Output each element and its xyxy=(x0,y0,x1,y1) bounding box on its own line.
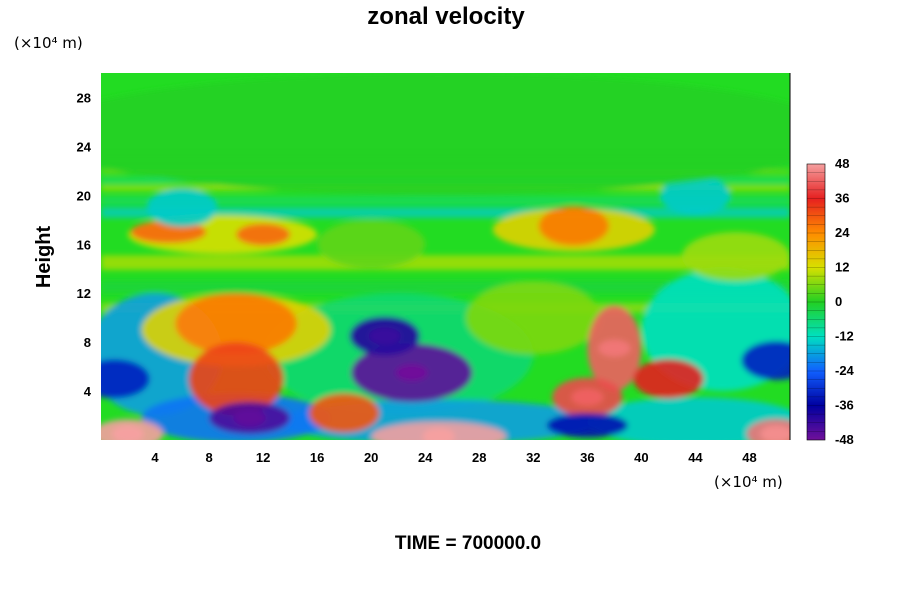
plot-area xyxy=(101,73,790,440)
velocity-field xyxy=(101,73,790,440)
field-layer xyxy=(101,206,790,218)
velocity-blob xyxy=(465,280,601,355)
x-tick-label: 44 xyxy=(688,450,703,465)
velocity-blob xyxy=(101,359,150,399)
velocity-blob xyxy=(538,206,609,246)
y-tick-labels: 4 8 12 16 20 24 28 xyxy=(77,90,92,399)
velocity-core xyxy=(368,327,401,345)
colorbar-tick-label: 0 xyxy=(835,294,842,309)
y-tick-label: 8 xyxy=(84,335,91,350)
velocity-blob xyxy=(587,397,790,440)
velocity-core xyxy=(395,364,428,382)
y-tick-label: 12 xyxy=(77,286,91,301)
x-tick-label: 48 xyxy=(742,450,756,465)
colorbar-tick-label: 12 xyxy=(835,260,849,275)
x-tick-label: 20 xyxy=(364,450,378,465)
colorbar-tick-label: 24 xyxy=(835,225,850,240)
velocity-blob xyxy=(188,342,284,416)
x-tick-label: 8 xyxy=(205,450,212,465)
field-layer xyxy=(101,280,790,294)
x-tick-label: 24 xyxy=(418,450,433,465)
colorbar-tick-label: -12 xyxy=(835,329,854,344)
velocity-core xyxy=(111,425,145,440)
velocity-core xyxy=(598,339,631,357)
x-tick-labels: 4 8 12 16 20 24 28 32 36 40 44 48 xyxy=(151,450,756,465)
field-layer xyxy=(101,255,790,270)
colorbar-bands xyxy=(807,172,825,432)
velocity-core xyxy=(760,425,790,440)
time-label: TIME = 700000.0 xyxy=(395,533,541,554)
velocity-core xyxy=(233,409,266,427)
velocity-blob xyxy=(236,223,291,246)
velocity-blob xyxy=(660,175,731,215)
velocity-blob xyxy=(175,293,297,355)
x-tick-label: 40 xyxy=(634,450,648,465)
field-layer xyxy=(101,197,790,204)
y-axis-label: Height xyxy=(33,226,55,289)
velocity-blob xyxy=(309,393,380,433)
y-tick-label: 24 xyxy=(77,139,92,154)
x-tick-label: 32 xyxy=(526,450,540,465)
colorbar-tick-label: -36 xyxy=(835,398,854,413)
velocity-blob xyxy=(146,187,218,228)
colorbar-tick-labels: 48 36 24 12 0 -12 -24 -36 -48 xyxy=(835,156,855,447)
y-axis-unit: (×10⁴ m) xyxy=(14,34,83,52)
x-tick-label: 4 xyxy=(151,450,159,465)
colorbar-tick-label: 36 xyxy=(835,191,849,206)
x-tick-label: 28 xyxy=(472,450,486,465)
velocity-blob xyxy=(546,413,628,438)
velocity-blob xyxy=(741,340,790,381)
x-tick-label: 12 xyxy=(256,450,270,465)
velocity-blob xyxy=(633,359,704,399)
velocity-core xyxy=(571,388,604,406)
y-tick-label: 4 xyxy=(84,384,92,399)
velocity-core xyxy=(422,427,455,440)
x-tick-label: 36 xyxy=(580,450,594,465)
x-tick-label: 16 xyxy=(310,450,324,465)
velocity-blob xyxy=(317,219,426,269)
x-axis-unit: (×10⁴ m) xyxy=(714,473,783,491)
colorbar-tick-label: -48 xyxy=(835,432,854,447)
colorbar-tick-label: -24 xyxy=(835,363,855,378)
velocity-blob xyxy=(101,73,790,196)
colorbar: 48 36 24 12 0 -12 -24 -36 -48 xyxy=(806,156,855,447)
y-tick-label: 28 xyxy=(77,90,91,105)
y-tick-label: 16 xyxy=(77,237,91,252)
chart-title: zonal velocity xyxy=(367,3,525,30)
y-tick-label: 20 xyxy=(77,188,91,203)
velocity-blob xyxy=(681,232,790,281)
colorbar-tick-label: 48 xyxy=(835,156,849,171)
